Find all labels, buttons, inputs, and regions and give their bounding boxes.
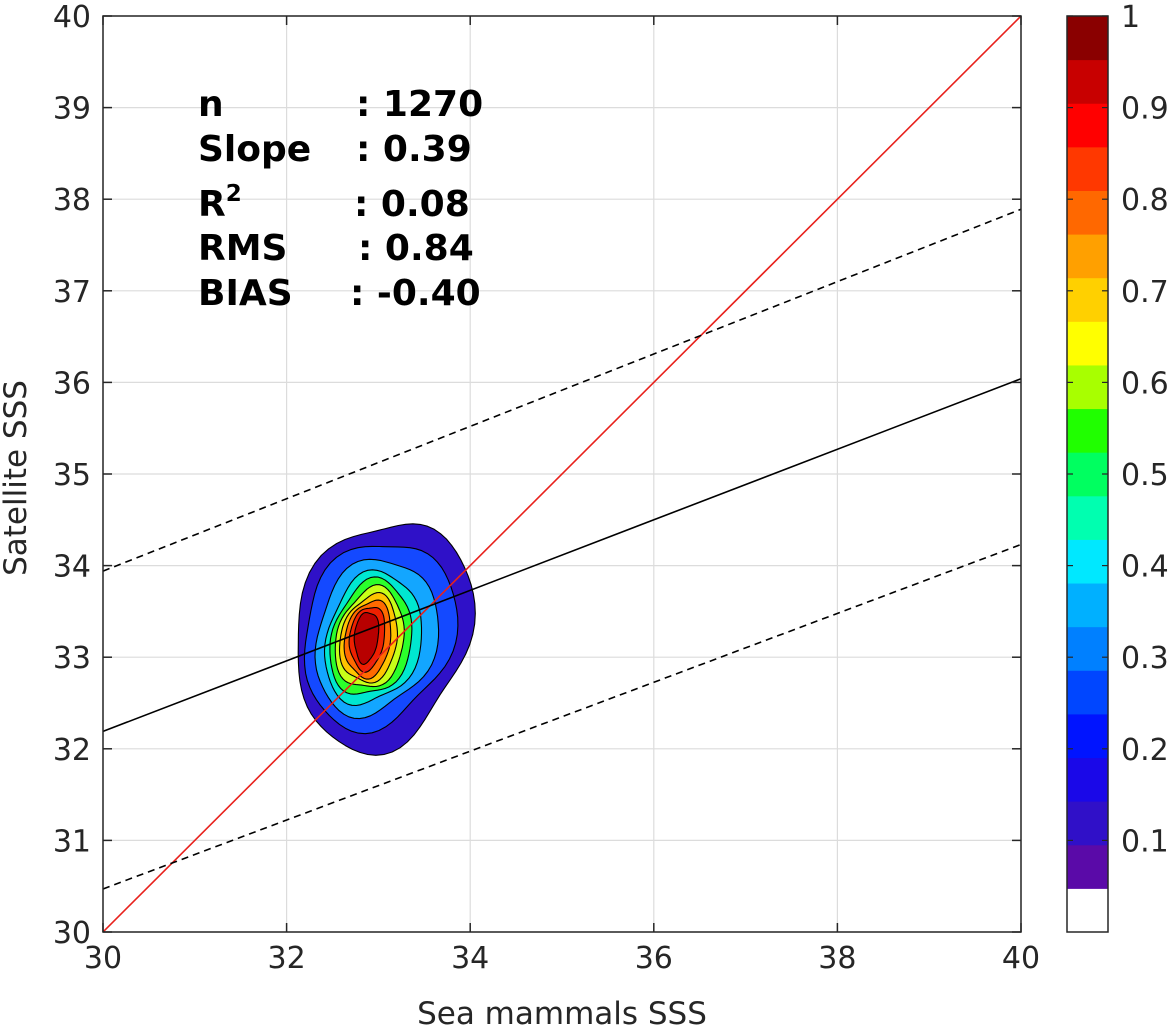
y-tick-label: 31 xyxy=(53,824,91,859)
x-axis-label: Sea mammals SSS xyxy=(417,996,707,1028)
y-tick-label: 36 xyxy=(53,366,91,401)
stat-r2-value: : 0.08 xyxy=(354,184,470,225)
stat-slope-value: : 0.39 xyxy=(356,129,472,170)
density-contours xyxy=(297,523,476,756)
stat-r2-superscript: 2 xyxy=(226,181,242,207)
regression-rms-line xyxy=(103,543,1021,890)
density-contour-level xyxy=(353,611,380,665)
colorbar-band xyxy=(1067,408,1108,453)
colorbar-band xyxy=(1067,583,1108,628)
x-tick-label: 34 xyxy=(451,941,489,976)
colorbar-tick-label: 0.2 xyxy=(1121,733,1169,768)
y-tick-label: 33 xyxy=(53,641,91,676)
stat-r2-label: R2 xyxy=(198,181,242,225)
colorbar-band xyxy=(1067,146,1108,191)
y-tick-label: 30 xyxy=(53,916,91,951)
colorbar-band xyxy=(1067,321,1108,366)
colorbar-band xyxy=(1067,277,1108,322)
x-tick-label: 36 xyxy=(635,941,673,976)
stat-r2-base: R xyxy=(198,184,226,225)
colorbar: 0.1 0.2 0.3 0.4 0.5 0.6 0.7 0.8 0.9 1 xyxy=(1066,0,1169,933)
y-tick-label: 32 xyxy=(53,733,91,768)
colorbar-band xyxy=(1067,626,1108,671)
y-tick-label: 35 xyxy=(53,458,91,493)
colorbar-band xyxy=(1067,888,1108,933)
colorbar-tick-label: 0.1 xyxy=(1121,824,1169,859)
colorbar-band xyxy=(1067,234,1108,279)
x-tick-label: 40 xyxy=(1002,941,1040,976)
colorbar-band xyxy=(1067,757,1108,802)
colorbar-tick-label: 1 xyxy=(1121,0,1140,35)
colorbar-band xyxy=(1067,59,1108,104)
y-axis-label: Satellite SSS xyxy=(0,380,34,576)
stat-rms-value: : 0.84 xyxy=(358,228,474,269)
regression-line xyxy=(103,377,1021,733)
colorbar-tick-label: 0.4 xyxy=(1121,550,1169,585)
identity-line xyxy=(103,16,1021,932)
colorbar-tick-label: 0.6 xyxy=(1121,366,1169,401)
axis-ticks: 30 32 34 36 38 40 30 31 32 33 34 35 36 37 38 39 40 xyxy=(53,0,1040,976)
colorbar-band xyxy=(1067,364,1108,410)
colorbar-tick-label: 0.9 xyxy=(1121,92,1169,127)
colorbar-band xyxy=(1067,539,1108,584)
x-tick-label: 30 xyxy=(84,941,122,976)
stat-bias-value: : -0.40 xyxy=(350,273,481,314)
stat-n-value: : 1270 xyxy=(356,84,483,125)
y-tick-label: 37 xyxy=(53,275,91,310)
y-tick-label: 34 xyxy=(53,550,91,585)
y-tick-label: 40 xyxy=(53,0,91,35)
regression+rms-line xyxy=(103,208,1021,572)
colorbar-band xyxy=(1067,103,1108,148)
stat-rms-label: RMS xyxy=(198,228,287,269)
colorbar-tick-label: 0.8 xyxy=(1121,183,1169,218)
stat-n-label: n xyxy=(198,84,224,125)
colorbar-band xyxy=(1067,16,1108,61)
colorbar-band xyxy=(1067,495,1108,540)
stats-annotation: n : 1270 Slope : 0.39 R2 : 0.08 RMS : 0.… xyxy=(198,84,483,314)
y-tick-label: 38 xyxy=(53,183,91,218)
colorbar-band xyxy=(1067,452,1108,497)
colorbar-band xyxy=(1067,670,1108,715)
stat-bias-label: BIAS xyxy=(198,273,293,314)
stat-slope-label: Slope xyxy=(198,129,311,170)
colorbar-tick-label: 0.3 xyxy=(1121,641,1169,676)
colorbar-tick-label: 0.7 xyxy=(1121,275,1169,310)
colorbar-tick-label: 0.5 xyxy=(1121,458,1169,493)
x-tick-label: 32 xyxy=(268,941,306,976)
x-tick-label: 38 xyxy=(818,941,856,976)
colorbar-band xyxy=(1067,844,1108,889)
y-tick-label: 39 xyxy=(53,92,91,127)
reference-lines xyxy=(103,16,1021,932)
colorbar-band xyxy=(1067,190,1108,235)
colorbar-band xyxy=(1067,801,1108,846)
colorbar-band xyxy=(1067,713,1108,759)
